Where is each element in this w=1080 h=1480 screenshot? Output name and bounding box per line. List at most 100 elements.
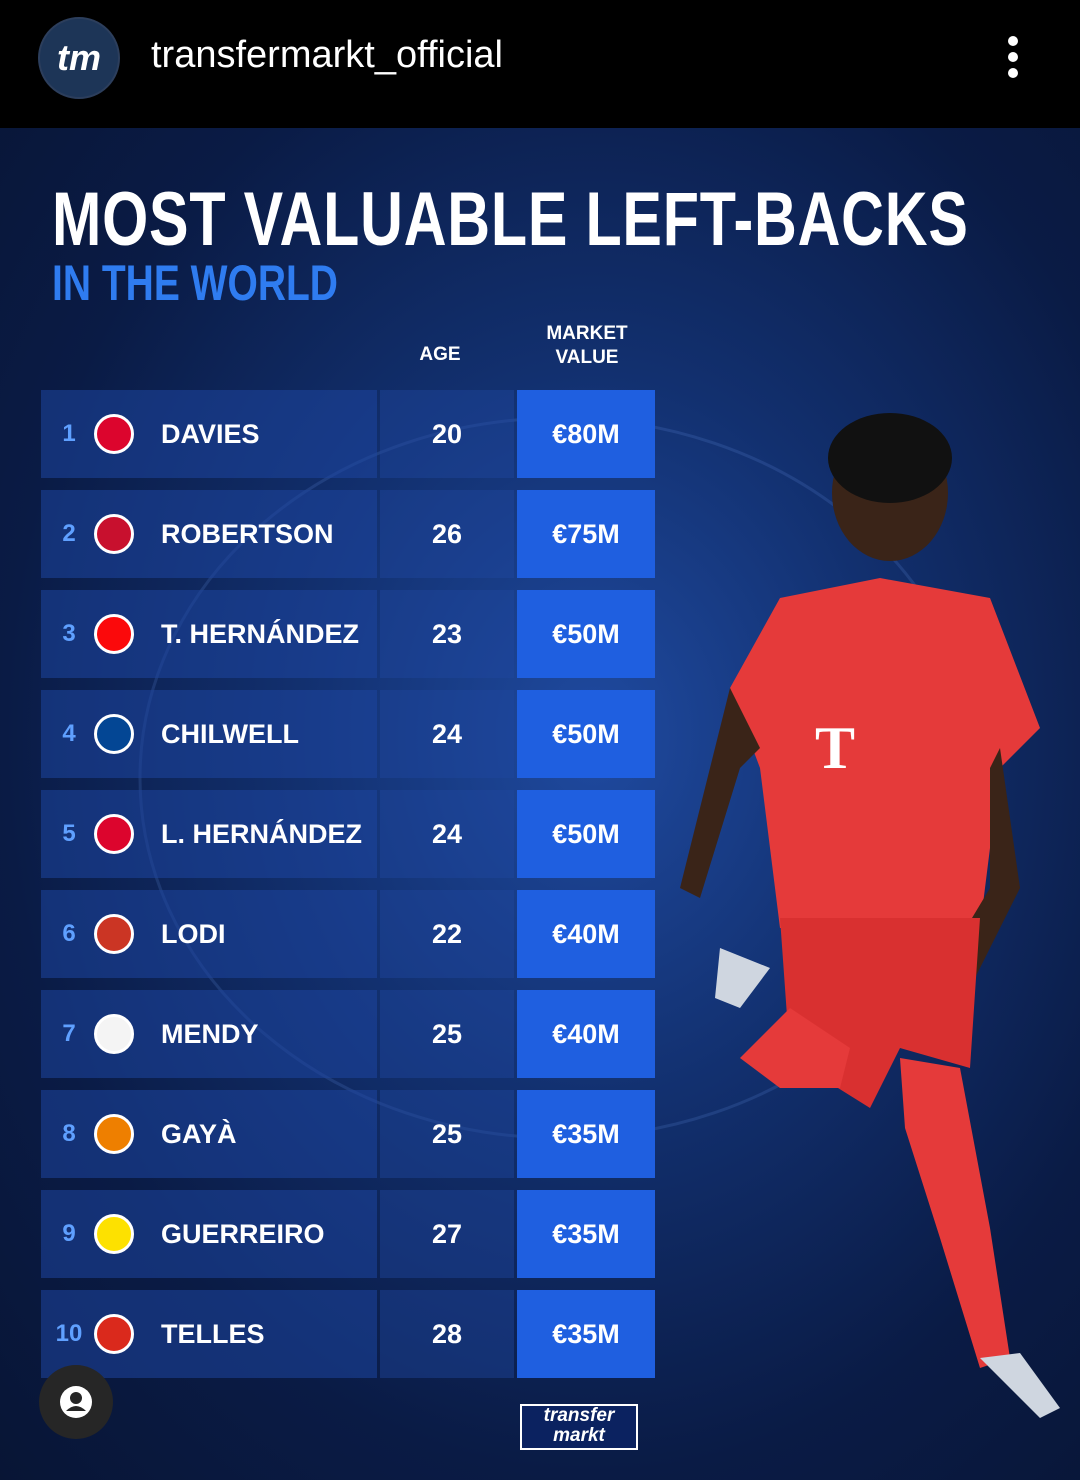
club-badge xyxy=(94,1014,134,1054)
column-header: MARKET VALUE xyxy=(546,323,628,368)
player-name: LODI xyxy=(161,919,226,949)
rank: 7 xyxy=(62,1020,76,1047)
age-cell: 25 xyxy=(380,990,514,1078)
age-cell: 25 xyxy=(380,1090,514,1178)
player-name: L. HERNÁNDEZ xyxy=(161,819,362,849)
player-name: DAVIES xyxy=(161,419,260,449)
age: 20 xyxy=(431,419,463,449)
market-value: €40M xyxy=(552,919,620,949)
rank: 8 xyxy=(62,1120,76,1147)
club-badge xyxy=(94,914,134,954)
table-row: 3 T. HERNÁNDEZ 23 €50M xyxy=(41,590,655,678)
player-name: T. HERNÁNDEZ xyxy=(161,619,360,649)
svg-text:T: T xyxy=(815,715,855,781)
account-avatar[interactable]: tm xyxy=(38,17,120,99)
age: 22 xyxy=(431,919,463,949)
age-cell: 23 xyxy=(380,590,514,678)
value-cell: €35M xyxy=(517,1290,655,1378)
value-cell: €35M xyxy=(517,1090,655,1178)
player-name: GUERREIRO xyxy=(161,1219,325,1249)
player-name: GAYÀ xyxy=(161,1119,237,1149)
age: 25 xyxy=(431,1119,463,1149)
value-cell: €80M xyxy=(517,390,655,478)
age: 26 xyxy=(431,519,463,549)
player-cell: 1 DAVIES xyxy=(41,390,377,478)
player-name: ROBERTSON xyxy=(161,519,334,549)
table-row: 5 L. HERNÁNDEZ 24 €50M xyxy=(41,790,655,878)
age-cell: 20 xyxy=(380,390,514,478)
profile-icon xyxy=(60,1386,92,1418)
profile-button[interactable] xyxy=(39,1365,113,1439)
table-row: 2 ROBERTSON 26 €75M xyxy=(41,490,655,578)
market-value: €50M xyxy=(552,719,620,749)
player-cell: 3 T. HERNÁNDEZ xyxy=(41,590,377,678)
age: 25 xyxy=(431,1019,463,1049)
club-badge xyxy=(94,614,134,654)
market-value: €35M xyxy=(552,1319,620,1349)
age: 28 xyxy=(431,1319,463,1349)
age-cell: 28 xyxy=(380,1290,514,1378)
table-row: 4 CHILWELL 24 €50M xyxy=(41,690,655,778)
player-name: CHILWELL xyxy=(161,719,299,749)
club-badge xyxy=(94,1114,134,1154)
rank: 10 xyxy=(55,1320,83,1347)
player-cell: 5 L. HERNÁNDEZ xyxy=(41,790,377,878)
player-cell: 10 TELLES xyxy=(41,1290,377,1378)
market-value: €50M xyxy=(552,819,620,849)
table-row: 6 LODI 22 €40M xyxy=(41,890,655,978)
age-cell: 26 xyxy=(380,490,514,578)
rank: 6 xyxy=(62,920,76,947)
age-cell: 27 xyxy=(380,1190,514,1278)
club-badge xyxy=(94,414,134,454)
club-badge xyxy=(94,814,134,854)
rank: 2 xyxy=(62,520,76,547)
market-value: €35M xyxy=(552,1219,620,1249)
rank: 1 xyxy=(62,420,76,447)
age: 24 xyxy=(431,719,463,749)
market-value: €75M xyxy=(552,519,620,549)
age-cell: 22 xyxy=(380,890,514,978)
rank: 3 xyxy=(62,620,76,647)
age: 24 xyxy=(431,819,463,849)
table-row: 1 DAVIES 20 €80M xyxy=(41,390,655,478)
account-name[interactable]: transfermarkt_official xyxy=(151,34,503,76)
player-cell: 7 MENDY xyxy=(41,990,377,1078)
value-cell: €50M xyxy=(517,690,655,778)
market-value: €35M xyxy=(552,1119,620,1149)
more-options[interactable] xyxy=(1008,36,1020,84)
age: 23 xyxy=(431,619,463,649)
rank: 9 xyxy=(62,1220,76,1247)
age-cell: 24 xyxy=(380,690,514,778)
column-header: AGE xyxy=(419,344,461,365)
value-cell: €50M xyxy=(517,790,655,878)
table-row: 9 GUERREIRO 27 €35M xyxy=(41,1190,655,1278)
rank: 5 xyxy=(62,820,76,847)
club-badge xyxy=(94,1314,134,1354)
value-cell: €75M xyxy=(517,490,655,578)
table-row: 7 MENDY 25 €40M xyxy=(41,990,655,1078)
transfermarkt-logo: transfer markt xyxy=(520,1404,638,1450)
rank: 4 xyxy=(62,720,76,747)
post-image: T MOST VALUABLE LEFT-BACKS IN THE WORLD … xyxy=(0,128,1080,1480)
club-badge xyxy=(94,1214,134,1254)
market-value: €40M xyxy=(552,1019,620,1049)
player-cell: 8 GAYÀ xyxy=(41,1090,377,1178)
player-cell: 4 CHILWELL xyxy=(41,690,377,778)
value-cell: €40M xyxy=(517,990,655,1078)
player-cell: 6 LODI xyxy=(41,890,377,978)
value-cell: €35M xyxy=(517,1190,655,1278)
value-cell: €40M xyxy=(517,890,655,978)
age-cell: 24 xyxy=(380,790,514,878)
logo-line: markt xyxy=(553,1425,605,1446)
logo-line: transfer xyxy=(543,1405,615,1426)
player-name: MENDY xyxy=(161,1019,259,1049)
club-badge xyxy=(94,514,134,554)
club-badge xyxy=(94,714,134,754)
market-value: €50M xyxy=(552,619,620,649)
player-cell: 9 GUERREIRO xyxy=(41,1190,377,1278)
title: MOST VALUABLE LEFT-BACKS xyxy=(52,177,969,262)
player-image: T xyxy=(138,413,1060,1418)
value-cell: €50M xyxy=(517,590,655,678)
top-bar: tm transfermarkt_official xyxy=(0,0,1080,128)
market-value: €80M xyxy=(552,419,620,449)
